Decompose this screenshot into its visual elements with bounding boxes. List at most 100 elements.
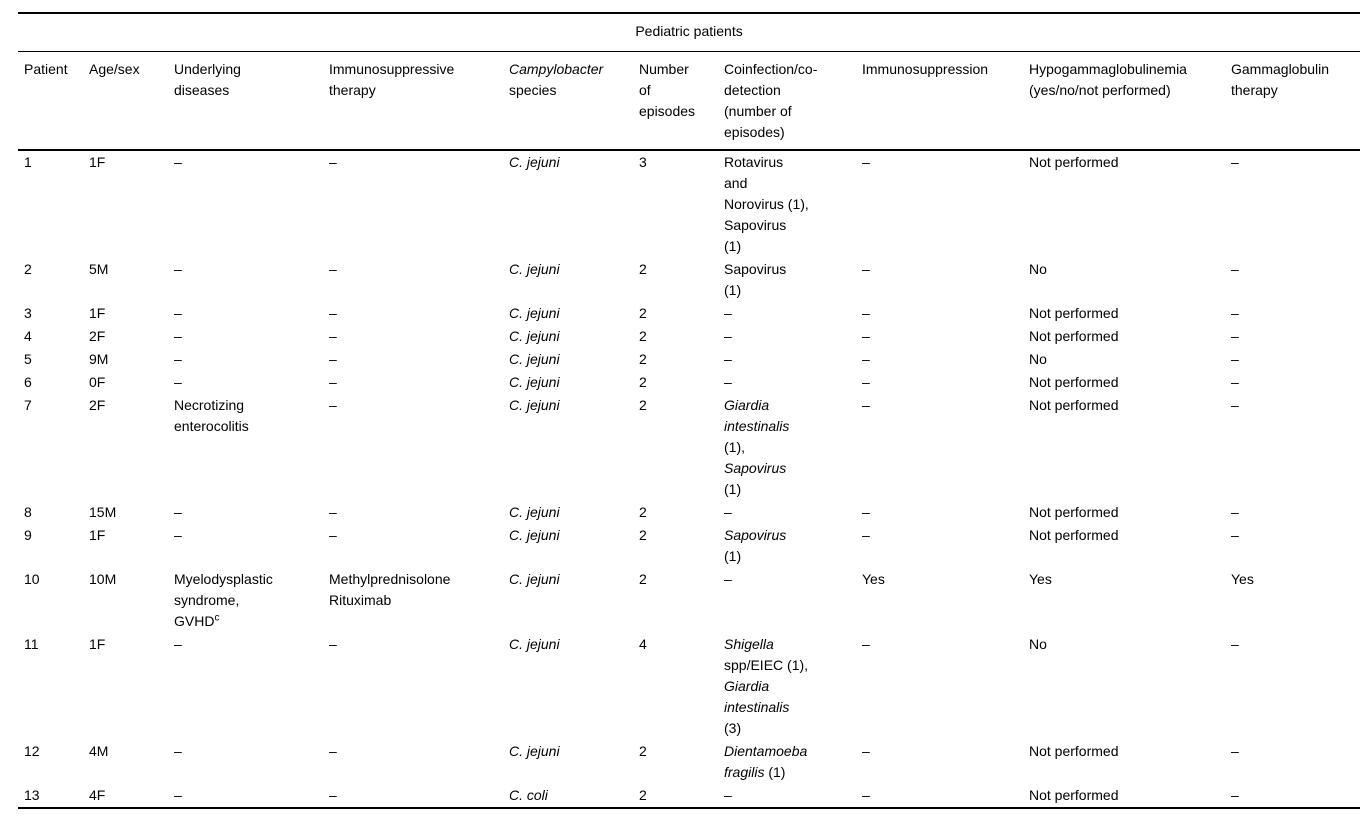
table-cell: 5M	[89, 261, 109, 277]
table-body: 1 1F – – C. jejuni 3 Rotavirus and Norovirus (…	[18, 150, 1360, 808]
table-cell: –	[174, 305, 182, 321]
table-cell: –	[329, 504, 337, 520]
cell-text-segment: C. jejuni	[509, 374, 560, 390]
table-cell: 1F	[89, 154, 106, 170]
table-cell: –	[329, 397, 337, 413]
table-cell: –	[724, 351, 732, 367]
table-cell: –	[1231, 527, 1239, 543]
table-cell: –	[329, 787, 337, 803]
column-header: Number of episodes	[639, 51, 724, 151]
table-cell: 9M	[89, 351, 109, 367]
table-cell: –	[329, 743, 337, 759]
table-cell: 2	[639, 351, 647, 367]
table-row: 2 5M – – C. jejuni 2 Sapovirus (1) – No –	[18, 258, 1360, 302]
table-row: 10 10M Myelodysplastic syndrome, GVHDc Meth…	[18, 568, 1360, 633]
table-cell: No	[1029, 351, 1047, 367]
table-cell: C. jejuni	[509, 501, 639, 524]
table-cell: –	[1231, 743, 1239, 759]
cell-text-segment: C. jejuni	[509, 527, 560, 543]
table-cell: –	[724, 504, 732, 520]
table-cell: C. jejuni	[509, 258, 639, 302]
table-cell: –	[862, 328, 870, 344]
table-cell: –	[174, 743, 182, 759]
table-cell: C. jejuni	[509, 740, 639, 784]
table-cell: 2	[639, 261, 647, 277]
table-row: 1 1F – – C. jejuni 3 Rotavirus and Norovirus (…	[18, 150, 1360, 258]
table-cell: 2	[639, 397, 647, 413]
table-cell: –	[329, 636, 337, 652]
table-cell: –	[862, 397, 870, 413]
table-cell: C. jejuni	[509, 633, 639, 740]
cell-text-segment: (1),	[724, 439, 745, 455]
table-cell: Not performed	[1029, 397, 1119, 413]
table-cell: No	[1029, 636, 1047, 652]
column-header: Gammaglobulin therapy	[1231, 51, 1361, 151]
table-cell: 2	[639, 374, 647, 390]
cell-text-segment: Shigella	[724, 636, 774, 652]
table-cell: 2	[24, 261, 32, 277]
table-cell: –	[1231, 636, 1239, 652]
table-cell: –	[329, 374, 337, 390]
table-cell: 2F	[89, 328, 106, 344]
table-row: 12 4M – – C. jejuni 2 Dientamoeba fragilis (1)…	[18, 740, 1360, 784]
table-cell: 2	[639, 305, 647, 321]
cell-text-segment: C. jejuni	[509, 743, 560, 759]
table-cell: –	[862, 504, 870, 520]
table-cell: 9	[24, 527, 32, 543]
table-cell: Sapovirus (1)	[724, 524, 862, 568]
table-cell: 2	[639, 527, 647, 543]
table-cell: Not performed	[1029, 305, 1119, 321]
table-cell: –	[1231, 328, 1239, 344]
table-row: 6 0F – – C. jejuni 2 – – Not performed –	[18, 371, 1360, 394]
table-cell: –	[174, 504, 182, 520]
table-cell: Shigella spp/EIEC (1), Giardia intestina…	[724, 633, 862, 740]
cell-text-segment: C. jejuni	[509, 351, 560, 367]
footnote-marker: c	[214, 612, 220, 624]
cell-text-segment: C. coli	[509, 787, 548, 803]
cell-text-segment: Myelodysplastic syndrome, GVHD	[174, 571, 273, 629]
table-cell: Methylprednisolone Rituximab	[329, 571, 451, 608]
table-cell: –	[1231, 261, 1239, 277]
table-cell: –	[862, 743, 870, 759]
table-cell: 6	[24, 374, 32, 390]
table-cell: 10M	[89, 571, 117, 587]
cell-text-segment: C. jejuni	[509, 571, 560, 587]
table-cell: No	[1029, 261, 1047, 277]
table-cell: –	[862, 374, 870, 390]
table-cell: –	[862, 527, 870, 543]
table-cell: 1	[24, 154, 32, 170]
cell-text-segment: species	[509, 82, 557, 98]
table-cell: C. jejuni	[509, 348, 639, 371]
table-cell: –	[174, 261, 182, 277]
table-cell: 1F	[89, 305, 106, 321]
table-cell: –	[329, 305, 337, 321]
table-cell: 10	[24, 571, 40, 587]
table-cell: –	[329, 527, 337, 543]
table-cell: –	[174, 328, 182, 344]
table-cell: 13	[24, 787, 40, 803]
table-group-header-row: Pediatric patients	[18, 12, 1361, 52]
table-cell: 2	[639, 571, 647, 587]
table-cell: –	[862, 351, 870, 367]
table-cell: –	[1231, 154, 1239, 170]
table-cell: 4F	[89, 787, 106, 803]
table-cell: Not performed	[1029, 527, 1119, 543]
table-cell: –	[329, 328, 337, 344]
cell-text-segment: C. jejuni	[509, 328, 560, 344]
table-cell: 1F	[89, 527, 106, 543]
table-cell: –	[1231, 351, 1239, 367]
table-cell: –	[174, 351, 182, 367]
table-cell: Giardia intestinalis (1), Sapovirus (1)	[724, 394, 862, 501]
table-cell: –	[1231, 504, 1239, 520]
table-cell: Not performed	[1029, 743, 1119, 759]
table-cell: C. jejuni	[509, 150, 639, 258]
cell-text-segment: C. jejuni	[509, 397, 560, 413]
table-cell: 15M	[89, 504, 117, 520]
table-cell: Myelodysplastic syndrome, GVHDc	[174, 568, 329, 633]
table-cell: C. jejuni	[509, 302, 639, 325]
table-cell: 4	[24, 328, 32, 344]
table-cell: 2	[639, 504, 647, 520]
table-cell: –	[1231, 305, 1239, 321]
table-row: 3 1F – – C. jejuni 2 – – Not performed –	[18, 302, 1360, 325]
table-cell: 4	[639, 636, 647, 652]
